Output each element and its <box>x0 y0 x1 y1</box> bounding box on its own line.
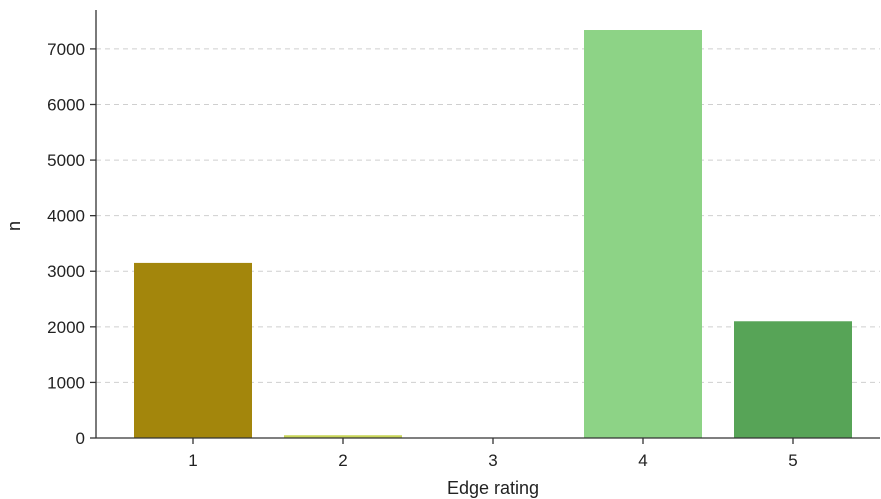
bar-rating-5 <box>734 321 852 438</box>
y-tick-label: 7000 <box>47 40 85 59</box>
bar-rating-2 <box>284 435 402 438</box>
y-tick-label: 4000 <box>47 207 85 226</box>
y-tick-label: 5000 <box>47 151 85 170</box>
y-tick-label: 3000 <box>47 262 85 281</box>
x-tick-label: 4 <box>638 451 647 470</box>
bar-rating-1 <box>134 262 252 438</box>
y-tick-label: 2000 <box>47 318 85 337</box>
y-tick-label: 6000 <box>47 95 85 114</box>
x-axis-title: Edge rating <box>447 478 539 498</box>
y-tick-label: 1000 <box>47 373 85 392</box>
bar-rating-4 <box>584 30 702 439</box>
x-tick-label: 3 <box>488 451 497 470</box>
bar-layer <box>134 30 852 439</box>
axis-layer: 0 1000 2000 3000 4000 5000 6000 7000 1 2 3 4 5 <box>47 10 880 470</box>
y-tick-label: 0 <box>76 429 85 448</box>
x-tick-label: 5 <box>788 451 797 470</box>
x-tick-label: 2 <box>338 451 347 470</box>
x-tick-label: 1 <box>188 451 197 470</box>
y-axis-title: n <box>4 221 24 231</box>
